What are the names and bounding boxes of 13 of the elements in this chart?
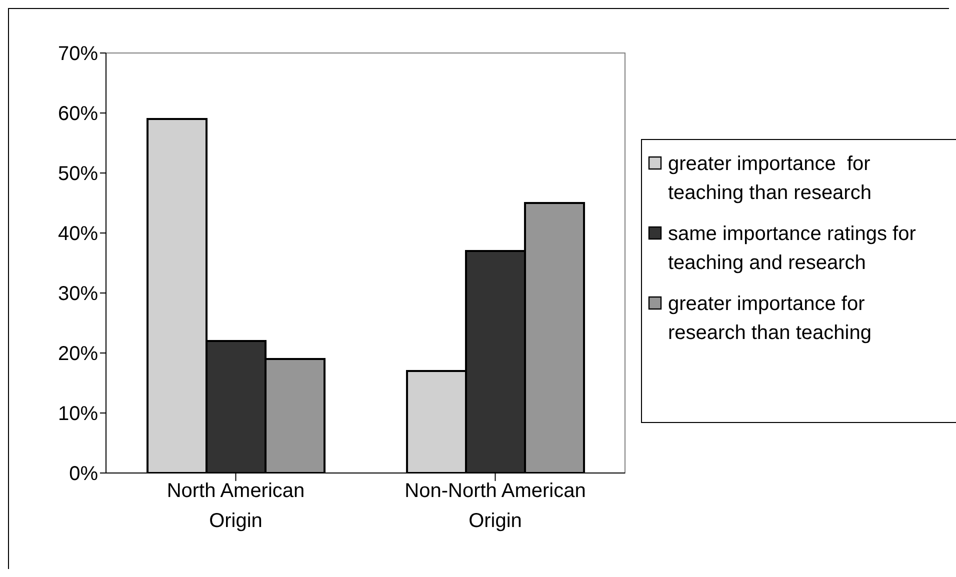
y-tick-label: 10% [58, 403, 98, 426]
legend-label: same importance ratings for teaching and research [668, 222, 917, 276]
y-tick-label: 30% [58, 283, 98, 306]
x-tick-label: Non-North American Origin [404, 480, 586, 532]
y-tick-label: 40% [58, 223, 98, 246]
y-tick-label: 50% [58, 163, 98, 186]
y-tick-label: 20% [58, 343, 98, 366]
y-tick-label: 0% [69, 463, 98, 486]
legend-label: greater importance for teaching than research [668, 152, 872, 206]
y-tick-label: 60% [58, 103, 98, 126]
legend-label: greater importance for research than teaching [668, 292, 872, 346]
y-tick-label: 70% [58, 43, 98, 66]
x-tick-label: North American Origin [166, 480, 305, 532]
